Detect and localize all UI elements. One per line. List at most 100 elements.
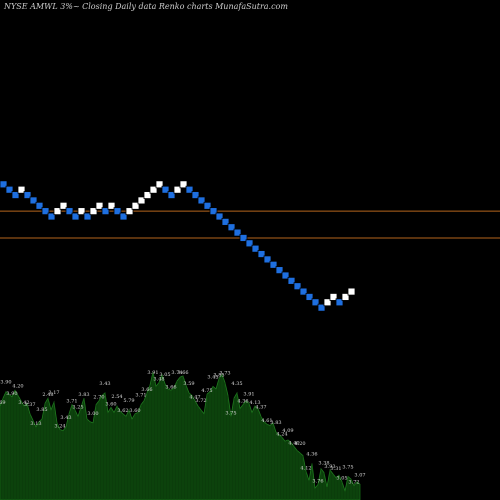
- volume-value-label: 3.83: [270, 420, 281, 426]
- volume-value-label: 3.66: [141, 387, 152, 393]
- volume-value-label: 4.35: [231, 381, 242, 387]
- volume-value-label: 4.24: [276, 431, 287, 437]
- brick-down: [101, 207, 110, 216]
- volume-value-label: 3.17: [48, 390, 59, 396]
- brick-down: [257, 250, 266, 258]
- brick-up: [173, 185, 182, 194]
- volume-value-label: 3.71: [135, 393, 146, 399]
- brick-down: [41, 207, 50, 216]
- volume-value-label: 3.90: [6, 391, 17, 397]
- renko-bricks: [0, 180, 356, 312]
- brick-down: [11, 191, 20, 199]
- brick-up: [53, 207, 62, 216]
- brick-down: [275, 266, 284, 275]
- volume-value-label: 4.09: [282, 428, 293, 434]
- volume-value-label: 3.24: [54, 424, 65, 430]
- volume-value-label: 3.83: [78, 392, 89, 398]
- brick-down: [119, 212, 128, 221]
- brick-down: [245, 239, 254, 248]
- volume-value-label: 4.36: [306, 451, 317, 457]
- volume-value-label: 3.93: [324, 464, 335, 470]
- volume-value-label: 3.85: [36, 407, 47, 413]
- brick-up: [329, 293, 338, 301]
- brick-down: [317, 303, 326, 312]
- brick-down: [251, 244, 260, 253]
- brick-down: [305, 293, 314, 301]
- volume-value-label: 3.91: [243, 391, 254, 397]
- brick-down: [71, 212, 80, 221]
- brick-down: [65, 207, 74, 216]
- brick-down: [209, 207, 218, 216]
- volume-value-label: 3.43: [60, 415, 71, 421]
- brick-up: [95, 201, 104, 210]
- brick-up: [149, 185, 158, 194]
- volume-value-label: 3.66: [165, 384, 176, 390]
- volume-value-label: 3.42: [18, 400, 29, 406]
- brick-down: [23, 191, 32, 199]
- brick-down: [287, 276, 296, 285]
- brick-down: [83, 212, 92, 221]
- volume-value-label: 3.60: [105, 401, 116, 407]
- brick-up: [125, 207, 134, 216]
- brick-down: [335, 298, 344, 307]
- brick-down: [5, 185, 14, 194]
- volume-value-label: 3.48: [153, 376, 164, 382]
- volume-value-label: 3.76: [312, 478, 323, 484]
- volume-value-label: 3.91: [147, 370, 158, 376]
- volume-value-label: 4.69: [0, 400, 6, 406]
- volume-value-label: 3.75: [225, 410, 236, 416]
- brick-up: [143, 191, 152, 199]
- volume-labels: 4.693.903.904.203.423.373.133.852.483.17…: [0, 370, 366, 486]
- volume-value-label: 3.05: [159, 372, 170, 378]
- volume-value-label: 3.62: [117, 408, 128, 414]
- volume-value-label: 3.72: [348, 480, 359, 486]
- brick-down: [191, 191, 200, 199]
- brick-down: [167, 191, 176, 199]
- brick-up: [347, 287, 356, 296]
- brick-up: [107, 201, 116, 210]
- volume-value-label: 3.25: [72, 404, 83, 410]
- volume-value-label: 3.75: [342, 465, 353, 471]
- volume-value-label: 3.43: [99, 381, 110, 387]
- volume-value-label: 3.37: [24, 402, 35, 408]
- volume-area: [0, 371, 361, 500]
- volume-value-label: 3.71: [66, 399, 77, 405]
- brick-down: [263, 255, 272, 264]
- volume-value-label: 3.66: [177, 370, 188, 376]
- brick-down: [239, 234, 248, 242]
- volume-value-label: 4.20: [12, 384, 23, 390]
- brick-up: [179, 180, 188, 189]
- brick-down: [233, 228, 242, 237]
- brick-up: [17, 185, 26, 194]
- volume-value-label: 3.72: [195, 398, 206, 404]
- volume-value-label: 3.31: [330, 466, 341, 472]
- volume-value-label: 4.36: [237, 399, 248, 405]
- volume-value-label: 3.38: [318, 461, 329, 467]
- volume-value-label: 4.37: [255, 404, 266, 410]
- brick-down: [215, 212, 224, 221]
- volume-value-label: 4.40: [288, 440, 299, 446]
- volume-value-label: 4.13: [249, 400, 260, 406]
- brick-down: [161, 185, 170, 194]
- volume-value-label: 2.48: [42, 392, 53, 398]
- volume-value-label: 3.05: [336, 476, 347, 482]
- brick-down: [311, 298, 320, 307]
- volume-value-label: 4.61: [261, 418, 272, 424]
- brick-down: [227, 223, 236, 232]
- volume-value-label: 3.45: [207, 374, 218, 380]
- brick-up: [137, 196, 146, 205]
- volume-value-label: 3.73: [219, 370, 230, 376]
- brick-down: [203, 201, 212, 210]
- brick-down: [47, 212, 56, 221]
- volume-value-label: 2.70: [93, 395, 104, 401]
- brick-up: [89, 207, 98, 216]
- brick-up: [155, 180, 164, 189]
- volume-value-label: 3.90: [0, 380, 11, 386]
- volume-value-label: 5.79: [123, 398, 134, 404]
- brick-down: [269, 260, 278, 269]
- volume-value-label: 3.13: [30, 421, 41, 427]
- volume-value-label: 3.00: [87, 411, 98, 417]
- volume-value-label: 3.59: [183, 381, 194, 387]
- volume-value-label: 4.75: [201, 388, 212, 394]
